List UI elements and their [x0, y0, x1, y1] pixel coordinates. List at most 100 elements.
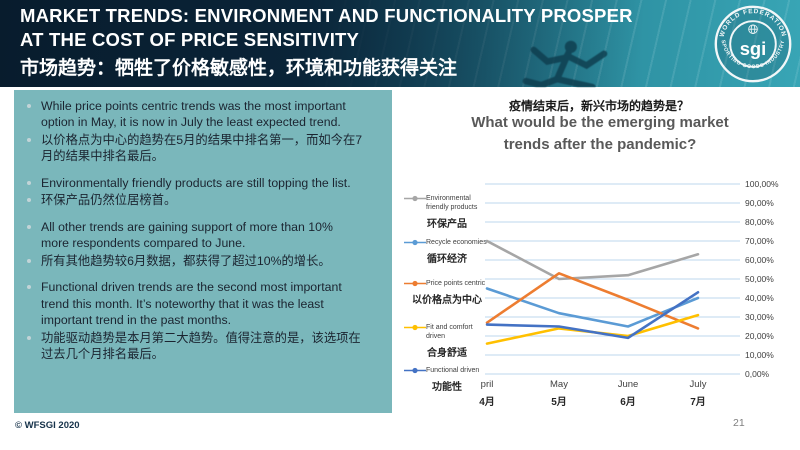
slide-title-line1: MARKET TRENDS: ENVIRONMENT AND FUNCTIONA… [20, 5, 633, 26]
legend-item-row: Environmental friendly products [404, 194, 490, 212]
bullet-text: 以价格点为中心的趋势在5月的结果中排名第一，而如今在7月的结果中排名最后。 [41, 132, 363, 164]
bullet-text: Functional driven trends are the second … [41, 280, 342, 328]
bullet-item: All other trends are gaining support of … [21, 219, 384, 252]
logo-outer-ring-icon [714, 5, 792, 83]
logo-inner-ring-icon [729, 20, 777, 68]
series-line [485, 287, 700, 328]
legend-marker-icon [404, 195, 426, 202]
slide-header: MARKET TRENDS: ENVIRONMENT AND FUNCTIONA… [0, 0, 800, 87]
y-axis-tick: 20,00% [745, 331, 774, 341]
x-axis-label: June 6月 [618, 379, 639, 408]
legend-item-row: Fit and comfort driven [404, 323, 490, 341]
chart-area: 疫情结束后，新兴市场的趋势是？ What would be the emergi… [398, 92, 800, 437]
chart-title-chinese: 疫情结束后，新兴市场的趋势是？ [508, 99, 689, 113]
bullet-group: All other trends are gaining support of … [21, 219, 384, 269]
x-axis-label-english: July [689, 379, 707, 390]
bullet-marker-icon [27, 258, 31, 263]
wfsgi-logo: WORLD FEDERATION SPORTING GOODS INDUSTRY… [714, 5, 792, 83]
legend-marker-icon [404, 239, 426, 246]
bullet-item: 功能驱动趋势是本月第二大趋势。值得注意的是，该选项在过去几个月排名最后。 [21, 330, 384, 363]
legend-marker-icon [404, 280, 426, 287]
x-axis-label-chinese: 7月 [690, 397, 706, 408]
series-line [485, 239, 700, 281]
legend-label-english: Price points centric [426, 280, 486, 287]
y-axis-tick: 90,00% [745, 198, 774, 208]
x-axis-label-chinese: 5月 [551, 397, 567, 408]
y-axis-tick: 40,00% [745, 293, 774, 303]
x-axis-label: May 5月 [550, 379, 568, 408]
legend-item-row: Functional driven [404, 366, 490, 375]
legend-item-row: Price points centric [404, 279, 490, 288]
legend-label-chinese: 环保产品 [427, 219, 467, 231]
legend-item: Functional driven 功能性 [404, 366, 490, 393]
y-axis-tick: 10,00% [745, 350, 774, 360]
slide-title-line2: AT THE COST OF PRICE SENSITIVITY [20, 29, 360, 50]
y-axis-tick: 30,00% [745, 312, 774, 322]
legend-item-row: Recycle economies [404, 238, 490, 247]
legend-item: Fit and comfort driven 合身舒适 [404, 323, 490, 359]
legend-label-english: Fit and comfort driven [426, 324, 473, 341]
bullet-item: 环保产品仍然位居榜首。 [21, 192, 384, 208]
bullet-marker-icon [27, 137, 31, 142]
bullet-marker-icon [27, 198, 31, 203]
y-axis-tick: 0,00% [745, 369, 770, 379]
legend-label-chinese: 以价格点为中心 [412, 295, 482, 307]
bullet-text: All other trends are gaining support of … [41, 219, 333, 251]
bullet-item: Environmentally friendly products are st… [21, 175, 384, 191]
bullet-marker-icon [27, 180, 31, 185]
legend-item: Environmental friendly products 环保产品 [404, 194, 490, 230]
bullet-item: Functional driven trends are the second … [21, 279, 384, 328]
copyright: © WFSGI 2020 [15, 420, 80, 431]
bullet-text: 所有其他趋势较6月数据，都获得了超过10%的增长。 [41, 253, 331, 268]
bullet-marker-icon [27, 104, 31, 108]
key-findings-panel: While price points centric trends was th… [14, 90, 392, 413]
y-axis-tick: 70,00% [745, 236, 774, 246]
x-axis-label: July 7月 [690, 379, 707, 408]
x-axis-label-english: May [550, 379, 568, 390]
legend-item: Price points centric 以价格点为中心 [404, 279, 490, 306]
bullet-text: 环保产品仍然位居榜首。 [41, 193, 177, 208]
bullet-marker-icon [27, 335, 31, 340]
bullet-group: Environmentally friendly products are st… [21, 175, 384, 209]
y-axis: 100,00% 90,00% 80,00% 70,00% 60,00% 50,00% 40,… [745, 179, 800, 379]
y-axis-tick: 100,00% [745, 179, 779, 189]
y-axis-tick: 80,00% [745, 217, 774, 227]
legend-label-english: Environmental friendly products [426, 195, 478, 212]
legend-label-english: Functional driven [426, 367, 480, 374]
bullet-text: While price points centric trends was th… [41, 99, 346, 130]
y-axis-tick: 50,00% [745, 274, 774, 284]
y-axis-tick: 60,00% [745, 255, 774, 265]
globe-icon [748, 24, 758, 34]
x-axis-label: pril 4月 [479, 379, 495, 408]
bullet-text: Environmentally friendly products are st… [41, 175, 351, 190]
x-axis-label-english: pril [480, 379, 494, 390]
line-chart-plot [485, 183, 740, 375]
legend-label-chinese: 功能性 [432, 382, 462, 394]
legend-item: Recycle economies 循环经济 [404, 238, 490, 265]
x-axis: pril 4月 May 5月 June 6月 July 7月 [479, 379, 740, 415]
legend-label-chinese: 合身舒适 [427, 348, 467, 360]
legend-marker-icon [404, 324, 426, 331]
x-axis-label-chinese: 6月 [620, 397, 636, 408]
series-line [485, 291, 700, 340]
page-number: 21 [733, 417, 745, 429]
legend-label-chinese: 循环经济 [427, 254, 467, 266]
bullet-item: While price points centric trends was th… [21, 98, 384, 131]
bullet-marker-icon [27, 285, 31, 290]
chart-legend: Environmental friendly products 环保产品 Recyc… [404, 186, 490, 396]
legend-marker-icon [404, 367, 426, 374]
logo-monogram: sgi [740, 38, 767, 59]
bullet-group: While price points centric trends was th… [21, 98, 384, 165]
legend-label-english: Recycle economies [426, 239, 487, 246]
slide-subtitle-chinese: 市场趋势：牺牲了价格敏感性，环境和功能获得关注 [20, 58, 458, 79]
runner-silhouette-image [522, 40, 608, 87]
bullet-group: Functional driven trends are the second … [21, 279, 384, 362]
x-axis-label-chinese: 4月 [479, 397, 495, 408]
bullet-marker-icon [27, 224, 31, 229]
bullet-item: 所有其他趋势较6月数据，都获得了超过10%的增长。 [21, 253, 384, 269]
bullet-text: 功能驱动趋势是本月第二大趋势。值得注意的是，该选项在过去几个月排名最后。 [41, 330, 361, 362]
bullet-item: 以价格点为中心的趋势在5月的结果中排名第一，而如今在7月的结果中排名最后。 [21, 132, 384, 165]
x-axis-label-english: June [617, 379, 639, 390]
chart-title-english: What would be the emerging market trends… [471, 114, 729, 153]
